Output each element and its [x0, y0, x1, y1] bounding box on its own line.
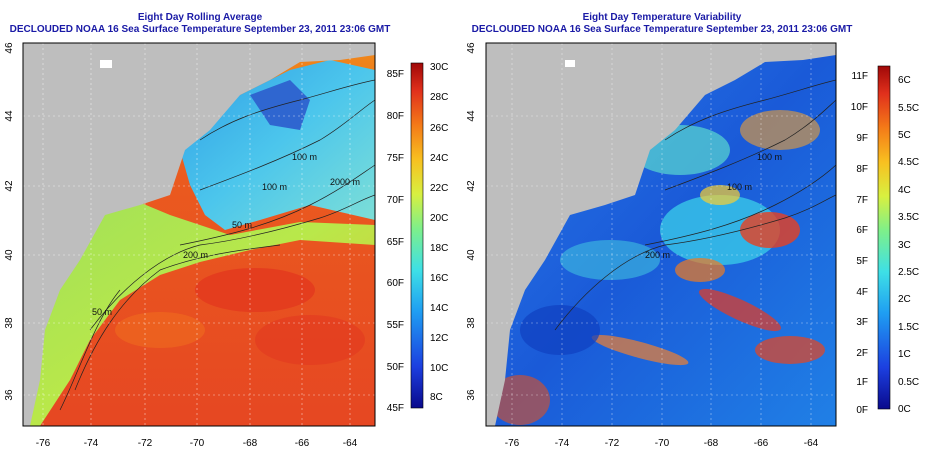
- colorbar-label: 26C: [430, 123, 448, 134]
- y-tick-label: 44: [4, 110, 15, 122]
- contour-label: 50 m: [232, 220, 252, 230]
- x-tick-label: -74: [84, 438, 99, 449]
- warm-eddy: [195, 268, 315, 312]
- contour-label: 2000 m: [330, 177, 360, 187]
- colorbar-label: 65F: [387, 237, 404, 248]
- y-tick-label: 36: [4, 389, 15, 401]
- left-title-line2: DECLOUDED NOAA 16 Sea Surface Temperatur…: [9, 24, 391, 35]
- colorbar-label: 20C: [430, 213, 448, 224]
- y-tick-label: 46: [4, 42, 15, 54]
- colorbar-label: 18C: [430, 243, 448, 254]
- y-tick-label: 42: [4, 180, 15, 192]
- colorbar-label: 12C: [430, 333, 448, 344]
- colorbar-label: 8C: [430, 392, 443, 403]
- shelf-water: [23, 190, 375, 426]
- x-tick-label: -70: [190, 438, 205, 449]
- left-map-frame: [22, 42, 376, 427]
- colorbar-label: 28C: [430, 92, 448, 103]
- colorbar-label: 60F: [387, 278, 404, 289]
- contour-label: 100 m: [262, 182, 287, 192]
- colorbar-label: 50F: [387, 362, 404, 373]
- warm-eddy: [115, 312, 205, 348]
- right-panel-title: Eight Day Temperature Variability DECLOU…: [462, 12, 862, 36]
- bathymetry-contours: [59, 79, 375, 411]
- land-mass: [23, 43, 375, 426]
- left-title-line1: Eight Day Rolling Average: [137, 12, 263, 23]
- colorbar-label: 45F: [387, 403, 404, 414]
- colorbar-fahrenheit-labels: 85F 80F 75F 70F 65F 60F 55F 50F 45F: [387, 69, 404, 414]
- x-tick-label: -66: [295, 438, 310, 449]
- colorbar-label: 80F: [387, 111, 404, 122]
- contour-label: 200 m: [183, 250, 208, 260]
- colorbar-label: 30C: [430, 62, 448, 73]
- grid-lines: [23, 43, 375, 426]
- y-tick-label: 40: [4, 249, 15, 261]
- colorbar-label: 16C: [430, 273, 448, 284]
- left-y-axis: 36 38 40 42 44 46: [4, 42, 15, 401]
- colorbar-label: 22C: [430, 183, 448, 194]
- colorbar-label: 14C: [430, 303, 448, 314]
- y-tick-label: 38: [4, 317, 15, 329]
- left-x-axis: -76 -74 -72 -70 -68 -66 -64: [36, 438, 358, 449]
- colorbar-label: 24C: [430, 153, 448, 164]
- colorbar-label: 85F: [387, 69, 404, 80]
- contour-labels: 100 m 100 m 50 m 2000 m 200 m 50 m: [92, 152, 360, 317]
- colorbar-label: 75F: [387, 153, 404, 164]
- warm-eddy: [255, 315, 365, 365]
- colorbar-celsius-labels: 30C 28C 26C 24C 22C 20C 18C 16C 14C 12C …: [430, 62, 448, 403]
- contour-label: 100 m: [292, 152, 317, 162]
- right-title-line1: Eight Day Temperature Variability: [582, 12, 742, 23]
- colorbar-label: 70F: [387, 195, 404, 206]
- x-tick-label: -64: [343, 438, 358, 449]
- colorbar-label: 55F: [387, 320, 404, 331]
- x-tick-label: -72: [138, 438, 153, 449]
- contour-label: 50 m: [92, 307, 112, 317]
- cloud-patch: [100, 60, 112, 68]
- x-tick-label: -76: [36, 438, 51, 449]
- sst-colorbar: [410, 62, 424, 409]
- left-panel-title: Eight Day Rolling Average DECLOUDED NOAA…: [0, 12, 400, 36]
- x-tick-label: -68: [243, 438, 258, 449]
- right-title-line2: DECLOUDED NOAA 16 Sea Surface Temperatur…: [471, 24, 853, 35]
- colorbar-label: 10C: [430, 363, 448, 374]
